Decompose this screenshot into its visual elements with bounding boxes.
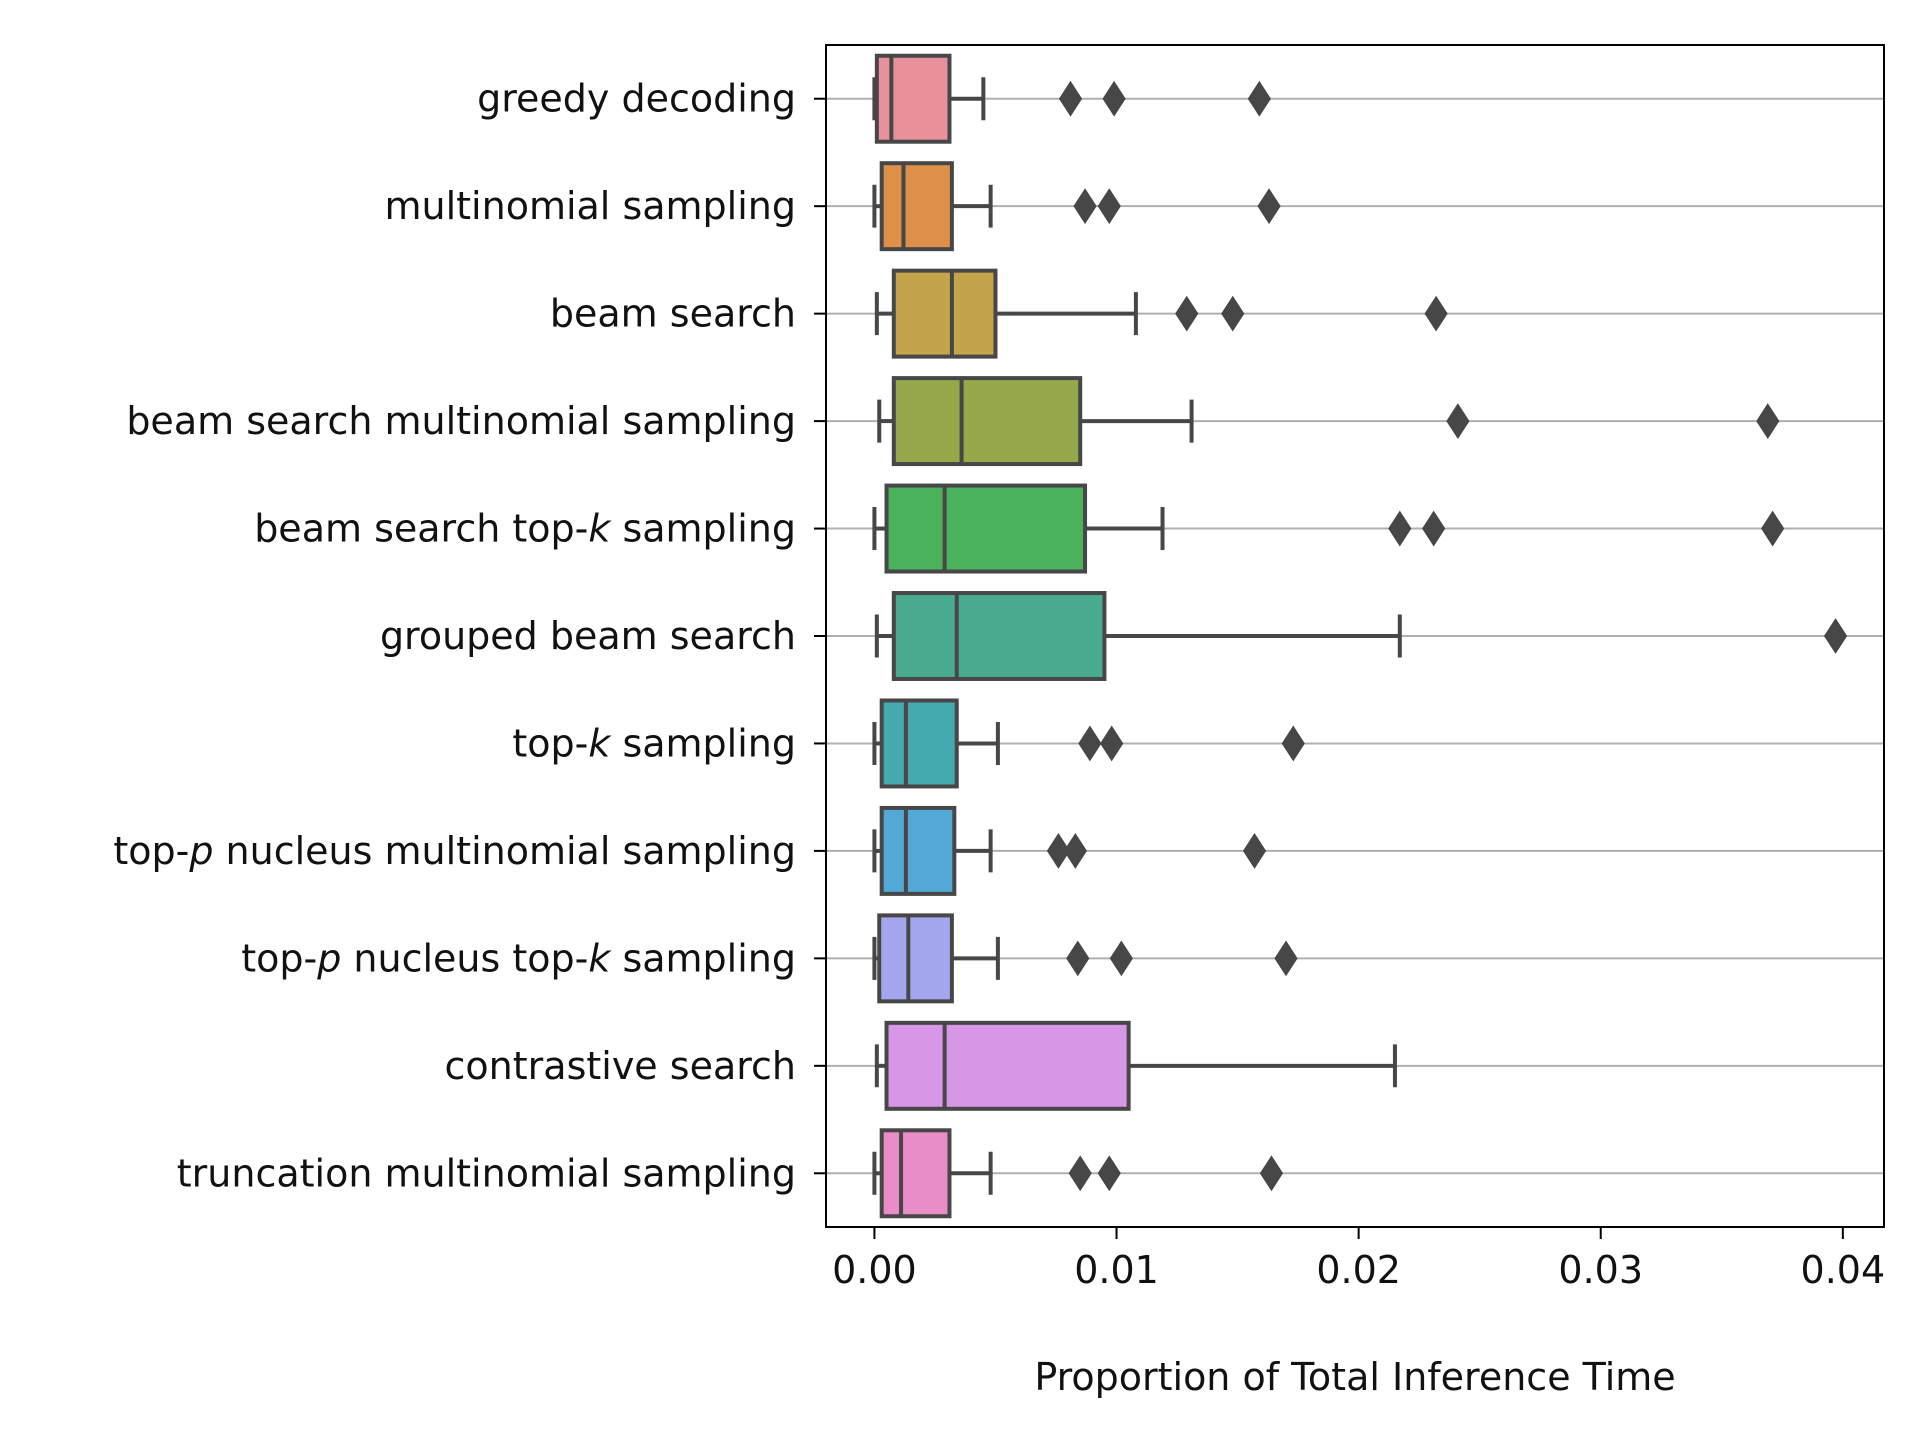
- x-axis-label: Proportion of Total Inference Time: [1034, 1355, 1675, 1399]
- outlier-point: [1073, 188, 1097, 225]
- outlier-point: [1247, 80, 1271, 117]
- y-tick-label: beam search top-k sampling: [254, 507, 796, 551]
- box-group: [874, 591, 1848, 681]
- outlier-point: [1068, 1155, 1092, 1192]
- outlier-point: [1097, 1155, 1121, 1192]
- box-layer: [872, 53, 1848, 1219]
- outlier-point: [1259, 1155, 1284, 1192]
- y-tick-label: beam search multinomial sampling: [126, 399, 796, 443]
- y-tick-label: truncation multinomial sampling: [177, 1151, 796, 1195]
- x-axis: 0.00 0.01 0.02 0.03 0.04: [832, 1227, 1885, 1292]
- y-tick-label: beam search: [550, 292, 796, 336]
- box: [891, 591, 1107, 681]
- y-tick-label: multinomial sampling: [385, 184, 797, 228]
- outlier-point: [1058, 80, 1083, 117]
- outlier-point: [1109, 940, 1133, 977]
- box: [891, 268, 998, 359]
- x-tick-label: 0.01: [1074, 1248, 1159, 1292]
- outlier-point: [1422, 510, 1446, 547]
- outlier-point: [1761, 510, 1785, 547]
- outlier-point: [1257, 188, 1281, 225]
- box: [877, 913, 954, 1004]
- outlier-point: [1102, 80, 1126, 117]
- box: [884, 1020, 1131, 1111]
- y-axis: greedy decoding multinomial sampling beam …: [113, 77, 826, 1195]
- x-tick-label: 0.03: [1558, 1248, 1643, 1292]
- outlier-point: [1823, 618, 1848, 654]
- x-tick-label: 0.02: [1316, 1248, 1401, 1292]
- box-group: [872, 913, 1298, 1004]
- outlier-point: [1446, 403, 1470, 440]
- outlier-point: [1424, 295, 1448, 332]
- box: [879, 161, 954, 252]
- x-tick-label: 0.04: [1801, 1248, 1886, 1292]
- outlier-point: [1078, 725, 1102, 762]
- outlier-point: [1100, 725, 1124, 762]
- box-group: [872, 483, 1785, 574]
- outlier-point: [1281, 725, 1305, 762]
- x-tick-label: 0.00: [832, 1248, 917, 1292]
- box: [884, 483, 1088, 574]
- box: [879, 805, 957, 896]
- box-group: [872, 698, 1305, 789]
- outlier-point: [1175, 295, 1199, 332]
- y-tick-label: top-p nucleus top-k sampling: [241, 936, 796, 980]
- box-group: [872, 1128, 1284, 1219]
- box: [879, 1128, 952, 1219]
- box: [879, 698, 959, 789]
- outlier-point: [1388, 510, 1412, 547]
- box-group: [872, 161, 1281, 252]
- outlier-point: [1242, 832, 1267, 869]
- box-group: [872, 53, 1271, 144]
- box: [891, 376, 1083, 467]
- outlier-point: [1046, 832, 1071, 869]
- outlier-point: [1066, 940, 1090, 977]
- box-group: [874, 268, 1448, 359]
- y-tick-label: contrastive search: [445, 1044, 796, 1088]
- box: [874, 53, 952, 144]
- y-tick-label: top-p nucleus multinomial sampling: [113, 829, 796, 873]
- outlier-point: [1274, 940, 1298, 977]
- outlier-point: [1063, 832, 1087, 869]
- y-tick-label: greedy decoding: [477, 77, 796, 121]
- outlier-point: [1221, 295, 1245, 332]
- outlier-point: [1756, 403, 1780, 440]
- box-group: [872, 805, 1267, 896]
- outlier-point: [1097, 188, 1121, 225]
- box-group: [874, 1020, 1397, 1111]
- box-group: [877, 376, 1780, 467]
- y-tick-label: grouped beam search: [380, 614, 796, 658]
- y-tick-label: top-k sampling: [512, 721, 796, 765]
